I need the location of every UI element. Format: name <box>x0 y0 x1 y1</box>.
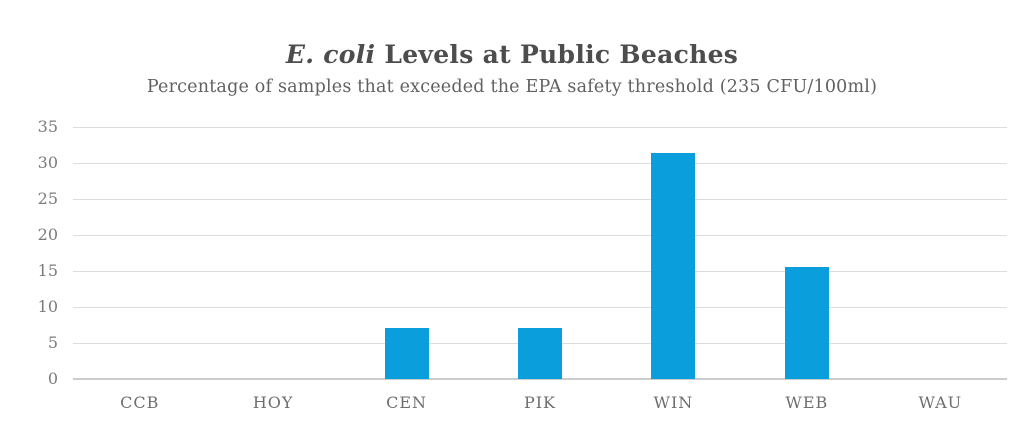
y-axis-tick-label-15: 15 <box>37 261 58 280</box>
x-axis-label-cen: CEN <box>386 393 428 412</box>
y-axis-tick-label-10: 10 <box>37 297 58 316</box>
x-axis-label-hoy: HOY <box>252 393 294 412</box>
chart-subtitle: Percentage of samples that exceeded the … <box>146 77 878 97</box>
x-axis-label-pik: PIK <box>523 393 557 412</box>
y-axis-tick-label-5: 5 <box>47 333 58 352</box>
chart-title-rest: Levels at Public Beaches <box>375 40 739 69</box>
gridline-y20 <box>73 234 1007 236</box>
chart-title: E. coli Levels at Public Beaches <box>0 40 1024 69</box>
x-axis-label-win: WIN <box>653 393 694 412</box>
gridline-y25 <box>73 198 1007 200</box>
gridline-y15 <box>73 270 1007 272</box>
x-axis-label-wau: WAU <box>918 393 963 412</box>
gridline-y35 <box>73 126 1007 128</box>
gridline-y10 <box>73 306 1007 308</box>
bar-cen <box>384 327 429 379</box>
bar-web <box>784 266 829 379</box>
chart-title-italic: E. coli <box>285 40 376 69</box>
y-axis-tick-label-25: 25 <box>37 189 58 208</box>
y-axis-tick-label-0: 0 <box>47 369 58 388</box>
gridline-y30 <box>73 162 1007 164</box>
bar-pik <box>518 327 562 379</box>
bar-win <box>651 152 696 379</box>
x-axis-baseline <box>73 378 1007 380</box>
y-axis-tick-label-20: 20 <box>37 225 58 244</box>
y-axis-tick-label-30: 30 <box>37 153 58 172</box>
x-axis-label-ccb: CCB <box>120 393 160 412</box>
x-axis-label-web: WEB <box>785 393 829 412</box>
y-axis-tick-label-35: 35 <box>37 117 58 136</box>
